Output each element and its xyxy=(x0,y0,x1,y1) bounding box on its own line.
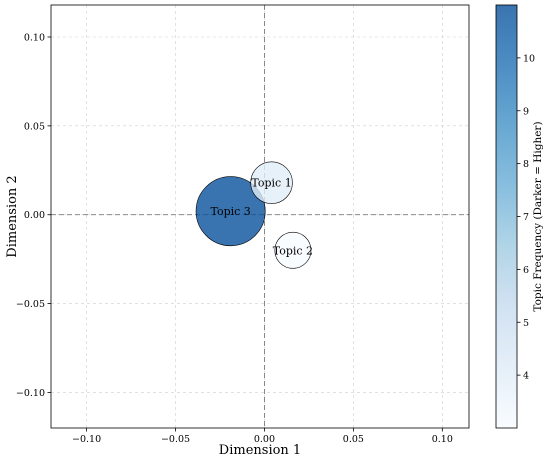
x-tick-label: 0.10 xyxy=(432,434,453,445)
y-axis-ticks: −0.10 −0.05 0.00 0.05 0.10 xyxy=(16,32,51,399)
x-tick-label: 0.00 xyxy=(254,434,275,445)
colorbar-tick-label: 6 xyxy=(523,265,529,276)
colorbar-tick-label: 9 xyxy=(523,106,529,117)
y-axis-label: Dimension 2 xyxy=(5,175,20,257)
bubble-label: Topic 3 xyxy=(210,205,250,218)
colorbar-tick-label: 10 xyxy=(523,53,535,64)
y-tick-label: −0.10 xyxy=(16,388,45,399)
y-tick-label: −0.05 xyxy=(16,299,45,310)
colorbar-tick-label: 5 xyxy=(523,318,529,329)
bubble-circle xyxy=(195,176,266,247)
colorbar-tick-label: 4 xyxy=(523,371,529,382)
bubbles: Topic 3 Topic 1 Topic 2 xyxy=(195,161,313,269)
bubble-circle xyxy=(274,231,312,269)
colorbar-tick-label: 8 xyxy=(523,159,529,170)
plot-frame xyxy=(50,4,470,429)
x-tick-label: 0.05 xyxy=(343,434,364,445)
colorbar-ticks: 4 5 6 7 8 9 10 xyxy=(517,53,535,382)
y-tick-label: 0.00 xyxy=(24,210,45,221)
bubble-label: Topic 2 xyxy=(273,244,313,257)
y-tick-label: 0.10 xyxy=(24,32,45,43)
x-tick-label: −0.10 xyxy=(72,434,101,445)
bubble-topic-3: Topic 3 xyxy=(195,176,266,247)
y-tick-label: 0.05 xyxy=(24,121,45,132)
x-axis-label: Dimension 1 xyxy=(219,443,301,458)
bubble-topic-2: Topic 2 xyxy=(273,231,313,269)
bubble-circle xyxy=(250,161,293,204)
colorbar-tick-label: 7 xyxy=(523,212,529,223)
bubble-label: Topic 1 xyxy=(251,177,291,190)
colorbar-label: Topic Frequency (Darker = Higher) xyxy=(532,121,544,311)
bubble-topic-1: Topic 1 xyxy=(250,161,293,204)
colorbar xyxy=(495,4,518,429)
x-axis-ticks: −0.10 −0.05 0.00 0.05 0.10 xyxy=(72,428,453,445)
x-tick-label: −0.05 xyxy=(161,434,190,445)
